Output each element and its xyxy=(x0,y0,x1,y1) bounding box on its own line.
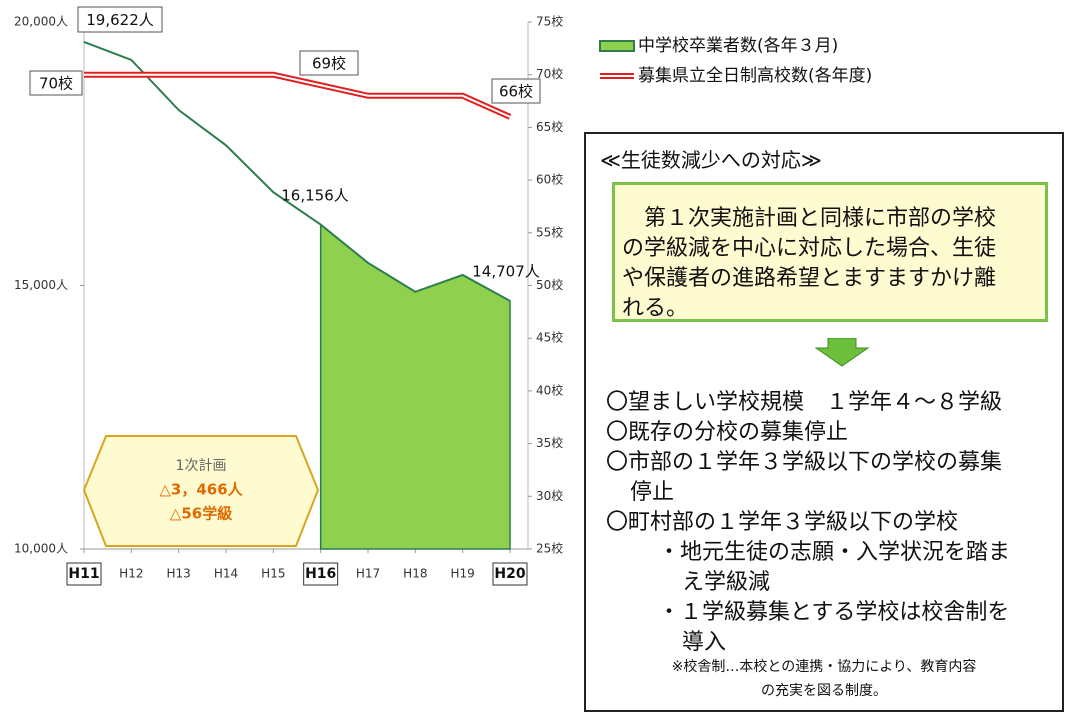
footnote: の充実を図る制度。 xyxy=(761,683,887,699)
y-tick-label: 20,000人 xyxy=(14,15,68,29)
y2-tick-label: 45校 xyxy=(536,330,563,345)
arrow xyxy=(814,338,870,367)
sub-item: 導入 xyxy=(682,630,727,655)
arrow-shape xyxy=(814,338,870,367)
plan-hexagon xyxy=(82,435,320,547)
box-text: 第１次実施計画と同様に市部の学校 xyxy=(622,206,997,231)
x-tick-label: H20 xyxy=(494,566,525,582)
value-label: 70校 xyxy=(39,75,73,93)
y2-tick-label: 60校 xyxy=(536,172,563,187)
y2-tick-label: 65校 xyxy=(536,119,563,134)
list-item: 〇市部の１学年３学級以下の学校の募集 xyxy=(606,450,1003,475)
value-label-box xyxy=(29,70,83,96)
legend-label: 中学校卒業者数(各年３月) xyxy=(638,36,838,56)
line-highlight xyxy=(84,73,511,118)
annotation: 1次計画 xyxy=(176,458,227,474)
y2-tick-label: 70校 xyxy=(536,66,563,81)
box-text: の学級減を中心に対応した場合、生徒 xyxy=(622,236,997,261)
annotation: △3，466人 xyxy=(159,481,243,499)
line xyxy=(83,40,511,302)
response-panel: ≪生徒数減少への対応≫ 第１次実施計画と同様に市部の学校 の学級減を中心に対応した… xyxy=(584,132,1064,712)
y-tick-label: 10,000人 xyxy=(14,542,68,556)
y2-tick-label: 75校 xyxy=(536,14,563,29)
chart: 10,000人 15,000人 20,000人 25校 30校 35校 40校 45校 50校 5… xyxy=(14,6,563,586)
box-text: や保護者の進路希望とますますかけ離 xyxy=(622,266,997,291)
x-tick-label: H11 xyxy=(68,566,99,582)
value-label: 66校 xyxy=(499,83,533,101)
y2-tick-label: 25校 xyxy=(536,541,563,556)
list-item: 〇望ましい学校規模 １学年４～８学級 xyxy=(606,390,1003,415)
list-item: 〇町村部の１学年３学級以下の学校 xyxy=(606,510,959,535)
value-label: 16,156人 xyxy=(281,187,349,205)
y-tick-label: 15,000人 xyxy=(14,278,68,292)
legend: 中学校卒業者数(各年３月) 募集県立全日制高校数(各年度) xyxy=(599,36,872,86)
value-label: 69校 xyxy=(312,55,346,73)
list-item: 〇既存の分校の募集停止 xyxy=(606,420,849,445)
sub-item: え学級減 xyxy=(682,570,771,595)
legend-swatch xyxy=(599,40,635,52)
box-text: れる。 xyxy=(622,296,689,321)
sub-item: ・１学級募集とする学校は校舎制を xyxy=(658,600,1010,625)
value-label-box xyxy=(299,50,359,76)
sub-item: ・地元生徒の志願・入学状況を踏ま xyxy=(658,540,1011,565)
y2-tick-label: 55校 xyxy=(536,224,563,239)
y2-tick-label: 35校 xyxy=(536,435,563,450)
legend-label: 募集県立全日制高校数(各年度) xyxy=(638,66,872,86)
x-tick-box xyxy=(66,562,102,586)
x-tick-label: H15 xyxy=(261,567,285,581)
x-tick-label: H16 xyxy=(305,566,336,582)
x-tick-label: H14 xyxy=(214,567,238,581)
value-label: 19,622人 xyxy=(86,11,154,29)
x-tick-label: H12 xyxy=(119,567,143,581)
x-tick-label: H13 xyxy=(167,567,191,581)
value-label-box xyxy=(491,78,541,104)
x-tick-label: H17 xyxy=(356,567,380,581)
value-label-box xyxy=(77,6,163,33)
x-tick-label: H18 xyxy=(403,567,427,581)
y2-tick-label: 50校 xyxy=(536,277,563,292)
x-tick-box xyxy=(492,562,528,586)
y2-tick-label: 30校 xyxy=(536,488,563,503)
y2-tick-label: 40校 xyxy=(536,382,563,397)
list-item: 停止 xyxy=(630,480,675,505)
x-tick-label: H19 xyxy=(451,567,475,581)
panel-title: ≪生徒数減少への対応≫ xyxy=(600,148,822,172)
annotation: △56学級 xyxy=(170,505,232,523)
footnote: ※校舎制…本校との連携・協力により、教育内容 xyxy=(671,659,977,675)
value-label: 14,707人 xyxy=(472,263,540,281)
x-tick-box xyxy=(303,562,339,586)
highlight-box xyxy=(612,182,1048,322)
